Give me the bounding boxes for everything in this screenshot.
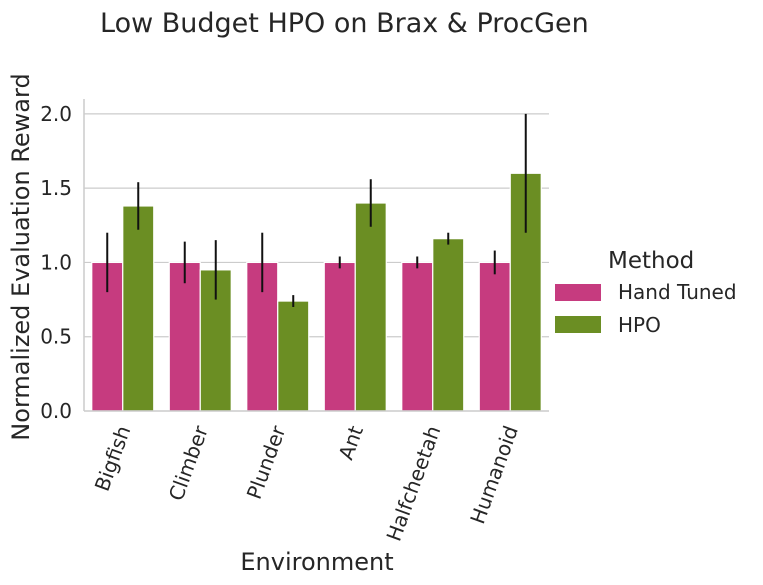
x-tick-label-plunder: Plunder [242, 422, 291, 503]
chart-title: Low Budget HPO on Brax & ProcGen [100, 8, 589, 39]
bar-hpo-ant [354, 202, 387, 412]
y-tick-label: 1.5 [40, 176, 72, 200]
error-bars [106, 113, 527, 307]
bar-hpo-plunder [277, 300, 310, 412]
gridlines [84, 113, 549, 338]
bar-hpo-bigfish [122, 205, 155, 412]
x-axis-label: Environment [240, 548, 393, 576]
y-tick-label: 1.0 [40, 250, 72, 274]
y-tick-label: 0.5 [40, 325, 72, 349]
x-tick-label-ant: Ant [334, 422, 368, 462]
x-tick-label-humanoid: Humanoid [465, 423, 523, 528]
bar-hpo-halfcheetah [432, 238, 465, 412]
legend-swatch-hpo [555, 316, 601, 333]
bar-hand-tuned-humanoid [478, 261, 511, 412]
x-tick-label-halfcheetah: Halfcheetah [382, 423, 446, 545]
legend-label-hand-tuned: Hand Tuned [618, 280, 737, 304]
legend-swatch-hand-tuned [555, 284, 601, 301]
legend: Method Hand Tuned HPO [555, 248, 737, 337]
bars [91, 172, 542, 412]
x-tick-label-bigfish: Bigfish [90, 423, 136, 495]
x-tick-labels: Bigfish Climber Plunder Ant Halfcheetah Human… [90, 422, 523, 545]
bar-hand-tuned-climber [168, 261, 201, 412]
legend-label-hpo: HPO [618, 313, 661, 337]
legend-title: Method [608, 248, 694, 274]
x-tick-label-climber: Climber [164, 422, 213, 504]
y-tick-label: 2.0 [40, 102, 72, 126]
bar-hand-tuned-halfcheetah [401, 261, 434, 412]
y-tick-label: 0.0 [40, 399, 72, 423]
y-axis-label: Normalized Evaluation Reward [7, 73, 35, 440]
bar-hand-tuned-ant [323, 261, 356, 412]
y-tick-labels: 0.0 0.5 1.0 1.5 2.0 [40, 102, 72, 423]
